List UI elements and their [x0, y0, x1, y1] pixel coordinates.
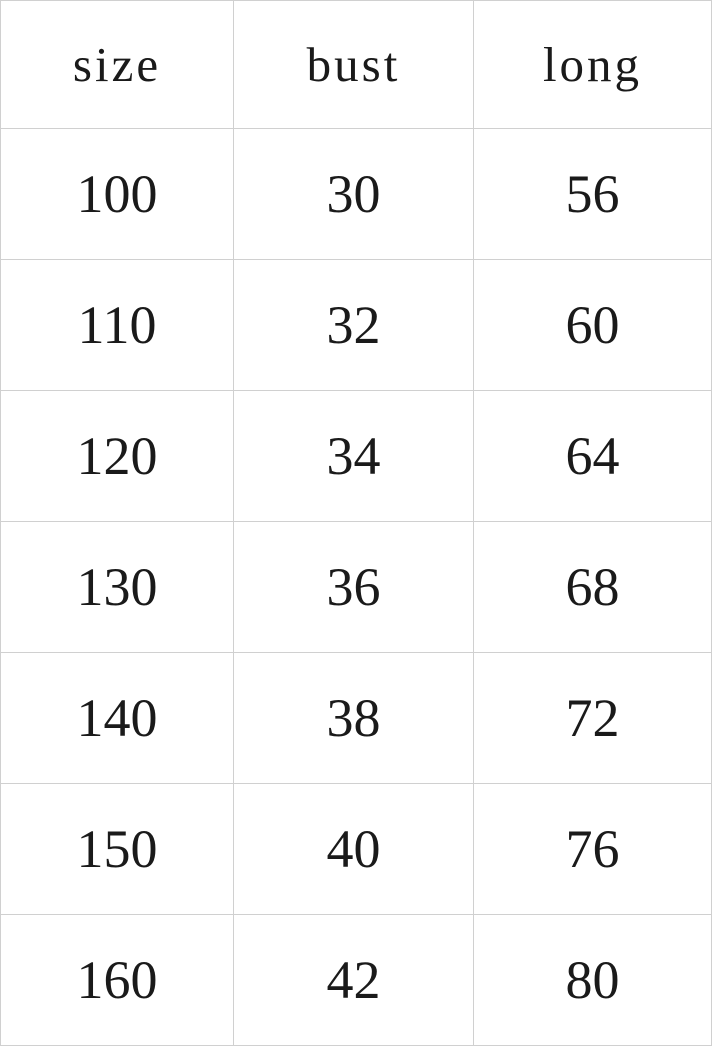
table-cell-long: 72: [473, 652, 712, 784]
table-cell-long: 68: [473, 521, 712, 653]
table-cell-size: 130: [0, 521, 234, 653]
table-cell-size: 100: [0, 128, 234, 260]
table-row: 150 40 76: [0, 783, 712, 915]
table-row: 130 36 68: [0, 521, 712, 653]
table-cell-size: 120: [0, 390, 234, 522]
table-cell-size: 110: [0, 259, 234, 391]
table-cell-bust: 30: [233, 128, 474, 260]
header-cell-long: long: [473, 0, 712, 129]
table-cell-size: 160: [0, 914, 234, 1046]
table-row: 140 38 72: [0, 652, 712, 784]
table-cell-bust: 42: [233, 914, 474, 1046]
table-row: 100 30 56: [0, 128, 712, 260]
header-cell-size: size: [0, 0, 234, 129]
table-cell-long: 60: [473, 259, 712, 391]
table-cell-long: 80: [473, 914, 712, 1046]
table-cell-bust: 40: [233, 783, 474, 915]
table-cell-long: 64: [473, 390, 712, 522]
table-cell-size: 150: [0, 783, 234, 915]
header-row: size bust long: [0, 0, 712, 129]
table-cell-bust: 34: [233, 390, 474, 522]
table-cell-long: 76: [473, 783, 712, 915]
table-row: 110 32 60: [0, 259, 712, 391]
table-cell-long: 56: [473, 128, 712, 260]
table-cell-bust: 32: [233, 259, 474, 391]
table-cell-bust: 36: [233, 521, 474, 653]
table-row: 160 42 80: [0, 914, 712, 1046]
table-row: 120 34 64: [0, 390, 712, 522]
table-cell-size: 140: [0, 652, 234, 784]
table-cell-bust: 38: [233, 652, 474, 784]
header-cell-bust: bust: [233, 0, 474, 129]
